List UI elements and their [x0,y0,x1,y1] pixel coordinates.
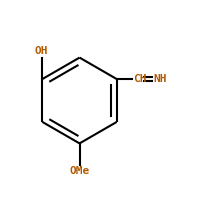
Text: CH: CH [133,74,146,84]
Text: OMe: OMe [69,166,90,176]
Text: NH: NH [154,74,167,84]
Text: OH: OH [34,46,48,56]
